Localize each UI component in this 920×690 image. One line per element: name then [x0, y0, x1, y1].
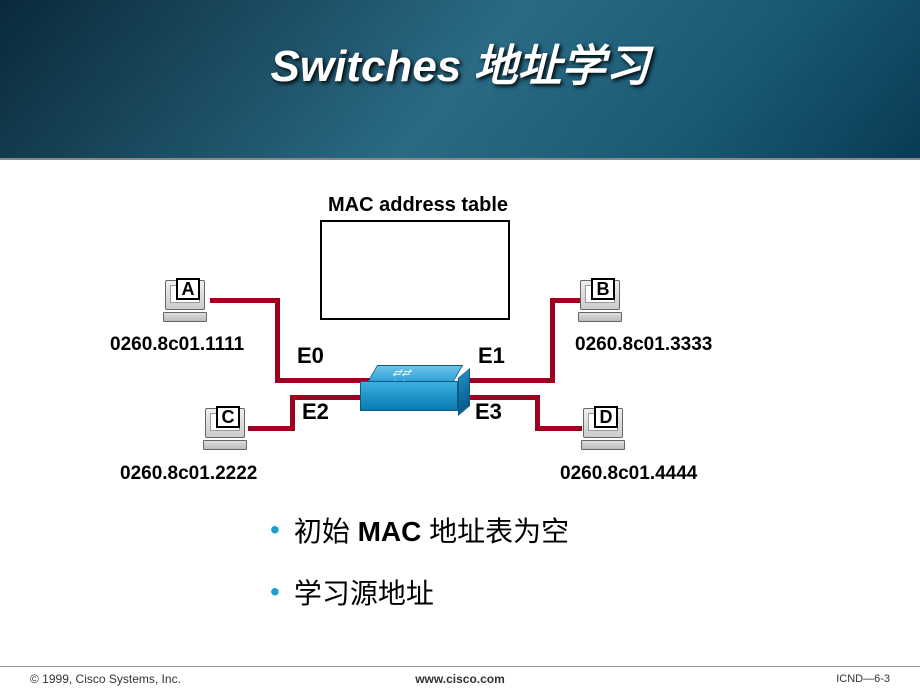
host-c-mac: 0260.8c01.2222 [120, 463, 257, 485]
cable-segment [550, 298, 555, 383]
bullet-1-text: 初始 MAC 地址表为空 [294, 510, 569, 550]
port-label-e1: E1 [478, 343, 505, 369]
port-label-e2: E2 [302, 399, 329, 425]
bullet-1-post: 地址表为空 [421, 516, 569, 547]
slide-title: Switches 地址学习 [271, 30, 650, 94]
network-diagram: MAC address table E0 E1 E2 E3 ⇄ ⇄⇄ ⇄ A 0… [0, 180, 920, 500]
host-c-label: C [216, 406, 240, 428]
host-a-mac: 0260.8c01.1111 [110, 334, 244, 356]
list-item: • 学习源地址 [270, 572, 569, 612]
port-label-e3: E3 [475, 399, 502, 425]
footer-pageref: ICND—6-3 [836, 673, 890, 685]
host-b-label: B [591, 278, 615, 300]
slide-header: Switches 地址学习 [0, 0, 920, 160]
bullet-list: • 初始 MAC 地址表为空 • 学习源地址 [270, 510, 569, 634]
host-b-mac: 0260.8c01.3333 [575, 334, 712, 356]
footer-copyright: © 1999, Cisco Systems, Inc. [30, 672, 181, 686]
cable-segment [210, 298, 280, 303]
list-item: • 初始 MAC 地址表为空 [270, 510, 569, 550]
host-d-mac: 0260.8c01.4444 [560, 463, 697, 485]
bullet-icon: • [270, 578, 280, 606]
bullet-2-text: 学习源地址 [294, 572, 434, 612]
host-a-label: A [176, 278, 200, 300]
switch-icon: ⇄ ⇄⇄ ⇄ [360, 365, 470, 413]
cable-segment [535, 395, 540, 430]
mac-table-label: MAC address table [328, 194, 508, 217]
mac-table-box [320, 220, 510, 320]
slide-footer: © 1999, Cisco Systems, Inc. www.cisco.co… [0, 666, 920, 690]
bullet-1-pre: 初始 [294, 516, 358, 547]
cable-segment [535, 426, 582, 431]
cable-segment [275, 298, 280, 383]
host-d-label: D [594, 406, 618, 428]
bullet-icon: • [270, 516, 280, 544]
footer-url: www.cisco.com [415, 672, 505, 686]
cable-segment [275, 378, 370, 383]
cable-segment [248, 426, 295, 431]
port-label-e0: E0 [297, 343, 324, 369]
bullet-1-bold: MAC [358, 516, 422, 547]
cable-segment [290, 395, 295, 430]
cable-segment [460, 378, 555, 383]
